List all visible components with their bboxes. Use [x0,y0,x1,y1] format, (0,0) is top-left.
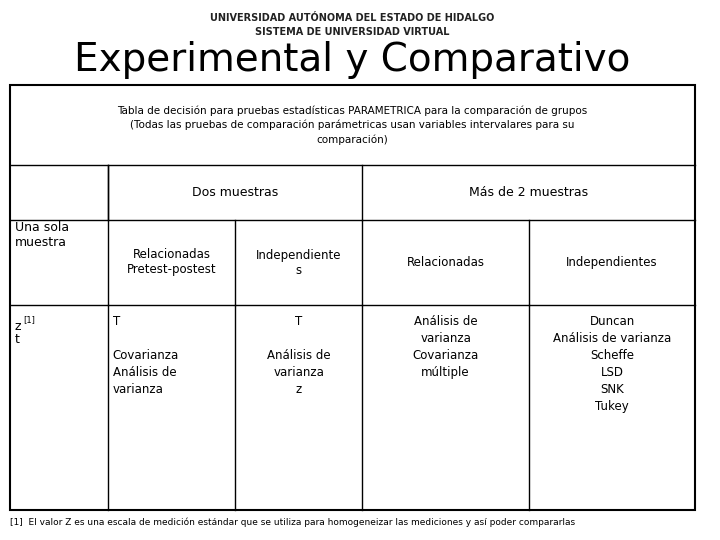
Text: Dos muestras: Dos muestras [192,186,278,199]
Text: T

Análisis de
varianza
z: T Análisis de varianza z [267,315,330,396]
Text: Duncan
Análisis de varianza
Scheffe
LSD
SNK
Tukey: Duncan Análisis de varianza Scheffe LSD … [553,315,671,413]
Text: Relacionadas: Relacionadas [407,256,485,269]
Text: Relacionadas
Pretest-postest: Relacionadas Pretest-postest [127,248,216,276]
Text: Experimental y Comparativo: Experimental y Comparativo [74,41,631,79]
Text: t: t [14,333,19,346]
Bar [10,85,696,510]
Text: Independientes: Independientes [566,256,658,269]
Text: [1]: [1] [24,315,35,324]
Text: Independiente
s: Independiente s [256,248,341,276]
Text: T

Covarianza
Análisis de
varianza: T Covarianza Análisis de varianza [112,315,179,396]
Text: [1]  El valor Z es una escala de medición estándar que se utiliza para homogenei: [1] El valor Z es una escala de medición… [10,517,575,526]
Text: z: z [14,320,21,333]
Text: UNIVERSIDAD AUTÓNOMA DEL ESTADO DE HIDALGO
SISTEMA DE UNIVERSIDAD VIRTUAL: UNIVERSIDAD AUTÓNOMA DEL ESTADO DE HIDAL… [210,13,495,37]
Text: Análisis de
varianza
Covarianza
múltiple: Análisis de varianza Covarianza múltiple [413,315,479,379]
Text: Más de 2 muestras: Más de 2 muestras [469,186,588,199]
Text: Una sola
muestra: Una sola muestra [14,221,69,249]
Text: Tabla de decisión para pruebas estadísticas PARAMETRICA para la comparación de g: Tabla de decisión para pruebas estadísti… [117,105,588,145]
